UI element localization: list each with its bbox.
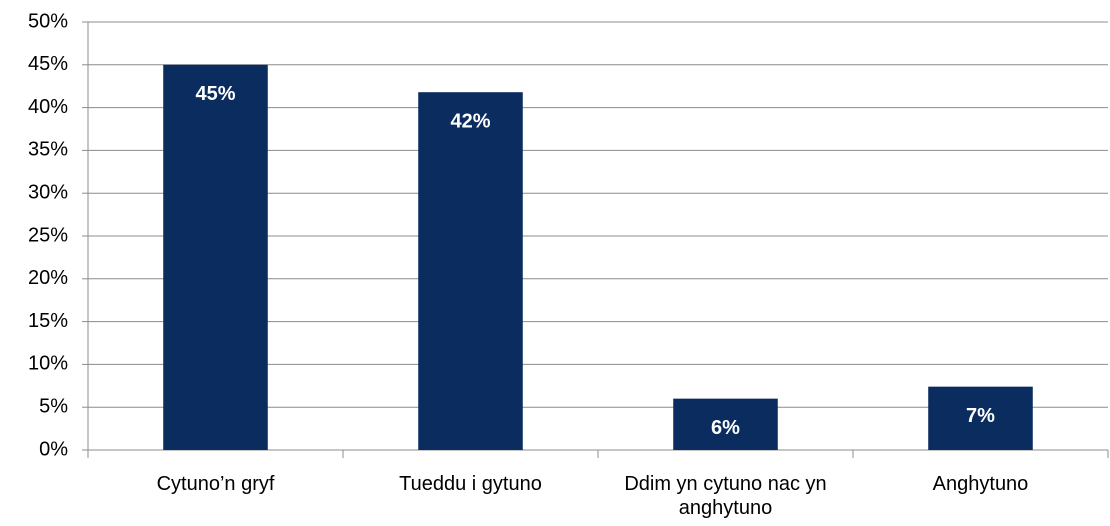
y-tick-label: 35% [28, 139, 68, 161]
y-tick-label: 5% [39, 395, 68, 417]
value-label: 45% [195, 83, 235, 105]
bar [928, 386, 1033, 450]
value-label: 6% [711, 417, 740, 439]
bar [673, 398, 778, 450]
bar [418, 92, 523, 450]
x-tick-label: Anghytuno [932, 473, 1029, 495]
y-tick-label: 15% [28, 310, 68, 332]
bar [163, 64, 268, 451]
value-label: 42% [450, 110, 490, 132]
x-tick-label: Cytuno’n gryf [156, 473, 275, 495]
y-tick-label: 25% [28, 224, 68, 246]
y-tick-label: 45% [28, 53, 68, 75]
x-tick-label: Ddim yn cytuno nac yn anghytuno [624, 473, 827, 519]
y-tick-label: 50% [28, 10, 68, 32]
x-tick-label: Tueddu i gytuno [399, 473, 542, 495]
y-tick-label: 0% [39, 438, 68, 460]
y-tick-label: 20% [28, 267, 68, 289]
value-label: 7% [966, 405, 995, 427]
y-tick-label: 40% [28, 96, 68, 118]
y-tick-label: 10% [28, 353, 68, 375]
y-tick-label: 30% [28, 181, 68, 203]
